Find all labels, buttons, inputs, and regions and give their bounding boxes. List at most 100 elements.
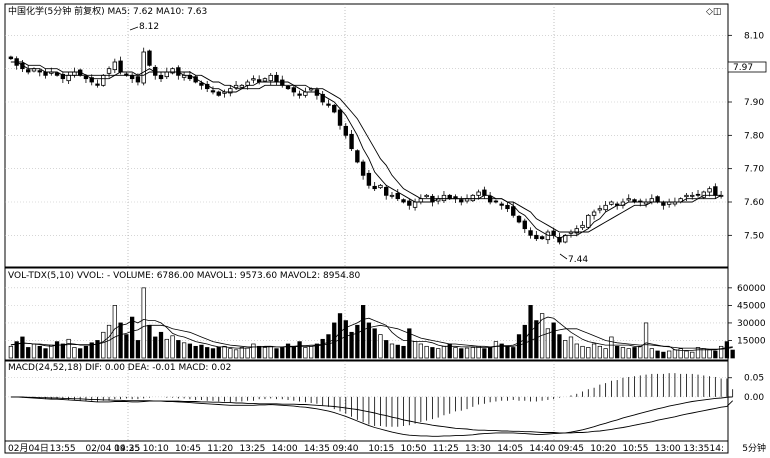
volume-bar — [314, 343, 320, 359]
volume-bar — [488, 347, 493, 359]
volume-bars-layer — [8, 287, 735, 359]
candle-up — [701, 191, 706, 198]
candle-up — [228, 88, 233, 94]
time-label: 14:40 — [529, 444, 555, 454]
candle-up — [545, 231, 551, 241]
candle-up — [690, 194, 695, 197]
candle-down — [695, 193, 701, 196]
volume-bar — [649, 348, 654, 359]
volume-bar — [291, 345, 296, 359]
candle-up — [141, 51, 146, 84]
candle-down — [89, 77, 94, 83]
volume-bar — [222, 345, 227, 359]
candle-up — [72, 71, 77, 76]
candle-down — [291, 87, 297, 93]
time-label: 09:35 — [114, 444, 140, 454]
candle-down — [326, 103, 331, 106]
candle-down — [661, 202, 666, 206]
volume-bar — [643, 322, 649, 359]
price-tick-label: 7.50 — [744, 231, 764, 241]
candle-up — [378, 184, 383, 189]
time-label: 10:10 — [143, 444, 169, 454]
candle-down — [493, 200, 499, 203]
volume-bar — [130, 316, 135, 359]
volume-bar — [591, 343, 597, 359]
volume-bar — [124, 334, 129, 359]
volume-bar — [199, 344, 204, 359]
volume-bar — [672, 349, 678, 359]
volume-bar — [320, 338, 325, 359]
time-label: 10:45 — [175, 444, 201, 454]
candle-down — [135, 76, 141, 83]
volume-bar — [101, 331, 106, 359]
volume-bar — [378, 334, 383, 359]
candle-up — [233, 84, 239, 89]
price-tick-label: 7.70 — [744, 165, 764, 175]
volume-bar — [718, 345, 724, 359]
volume-bar — [233, 349, 239, 359]
mavol2-line — [10, 324, 733, 350]
candle-down — [8, 56, 14, 60]
candle-down — [297, 93, 302, 96]
candle-up — [389, 194, 395, 197]
volume-bar — [49, 344, 54, 359]
candle-up — [597, 208, 603, 211]
candle-down — [320, 93, 325, 103]
volume-bar — [245, 347, 250, 359]
candle-down — [95, 83, 100, 86]
volume-bar — [147, 324, 152, 359]
time-label: 13:25 — [239, 444, 265, 454]
volume-bar — [303, 347, 308, 359]
volume-bar — [470, 347, 475, 359]
candle-down — [54, 72, 60, 76]
candle-up — [245, 81, 250, 86]
volume-bar — [72, 347, 77, 359]
volume-bar — [37, 345, 42, 359]
volume-bar — [389, 343, 395, 359]
candle-down — [366, 172, 372, 186]
low-marker-line — [559, 253, 568, 260]
candle-down — [401, 199, 406, 203]
volume-bar — [343, 320, 348, 359]
volume-bar — [724, 341, 730, 359]
volume-bar — [476, 345, 481, 359]
candle-down — [482, 189, 487, 196]
volume-bar — [349, 331, 354, 359]
time-label: 14:35 — [304, 444, 330, 454]
volume-bar — [632, 347, 637, 359]
volume-bar — [667, 350, 672, 359]
time-axis-panel — [4, 440, 729, 454]
volume-tick-label: 45000 — [737, 301, 766, 311]
volume-bar — [401, 345, 406, 359]
ma10-line — [10, 61, 722, 233]
candle-down — [147, 50, 152, 66]
volume-bar — [106, 324, 112, 359]
volume-bar — [505, 345, 510, 359]
high-marker-line — [129, 26, 139, 31]
candle-down — [505, 204, 510, 210]
volume-bar — [257, 345, 262, 359]
volume-bar — [89, 342, 94, 359]
volume-bar — [516, 334, 522, 359]
volume-bar — [730, 349, 735, 359]
volume-bar — [26, 347, 31, 359]
volume-bar — [158, 331, 164, 359]
volume-bar — [54, 341, 60, 359]
volume-bar — [586, 347, 591, 359]
current-price-box — [727, 61, 767, 73]
corner-icons[interactable]: ◇◫ — [706, 7, 721, 17]
dea-line — [10, 396, 734, 434]
candle-down — [372, 185, 377, 190]
volume-bar — [309, 345, 314, 359]
volume-bar — [695, 347, 701, 359]
candle-down — [522, 220, 527, 230]
volume-bar — [493, 341, 499, 359]
candle-up — [603, 204, 608, 211]
mavol1-line — [10, 316, 733, 351]
volume-bar — [135, 340, 141, 359]
volume-bar — [355, 324, 360, 359]
volume-bar — [20, 336, 25, 359]
moving-averages-layer — [10, 61, 722, 240]
volume-bar — [626, 348, 631, 359]
